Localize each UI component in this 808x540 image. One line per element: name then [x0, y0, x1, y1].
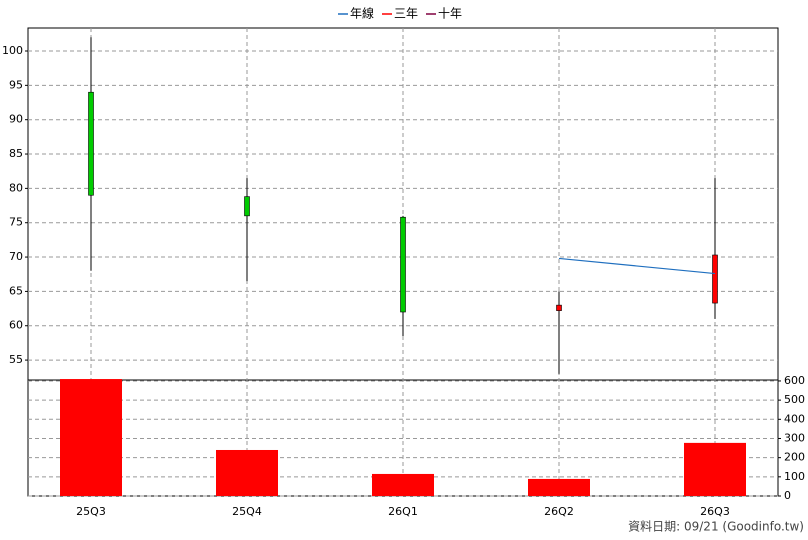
- y2-tick-label: 100: [784, 470, 805, 483]
- candle-body: [244, 196, 250, 217]
- y2-tick-label: 300: [784, 431, 805, 444]
- footer: 資料日期: 09/21 (Goodinfo.tw): [628, 520, 804, 534]
- legend-label: 十年: [438, 7, 462, 21]
- volume-bar: [216, 449, 278, 496]
- volume-bar: [684, 442, 746, 496]
- legend-label: 三年: [394, 7, 418, 21]
- y2-tick-label: 400: [784, 412, 805, 425]
- x-tick-label: 25Q3: [76, 505, 106, 518]
- x-tick-label: 26Q1: [388, 505, 418, 518]
- y-tick-label: 85: [9, 147, 23, 160]
- y-tick-label: 95: [9, 78, 23, 91]
- y2-tick-label: 200: [784, 451, 805, 464]
- y-tick-label: 75: [9, 216, 23, 229]
- volume-bar: [60, 379, 122, 496]
- y2-tick-label: 500: [784, 393, 805, 406]
- line-series: [558, 257, 716, 275]
- y2-tick-label: 0: [784, 489, 791, 502]
- y-tick-label: 70: [9, 250, 23, 263]
- x-tick-label: 26Q3: [700, 505, 730, 518]
- candle-body: [400, 216, 406, 313]
- y-tick-label: 55: [9, 353, 23, 366]
- x-tick-label: 26Q2: [544, 505, 574, 518]
- legend-label: 年線: [350, 6, 374, 21]
- y2-tick-label: 600: [784, 374, 805, 387]
- y-tick-label: 65: [9, 284, 23, 297]
- y-tick-label: 60: [9, 319, 23, 332]
- y-tick-label: 90: [9, 113, 23, 126]
- candle-body: [88, 91, 94, 196]
- y-tick-label: 100: [2, 44, 23, 57]
- candle-body: [712, 254, 718, 304]
- candle-body: [556, 304, 562, 311]
- volume-bar: [528, 478, 590, 496]
- y-tick-label: 80: [9, 181, 23, 194]
- volume-bar: [372, 473, 434, 496]
- x-tick-label: 25Q4: [232, 505, 262, 518]
